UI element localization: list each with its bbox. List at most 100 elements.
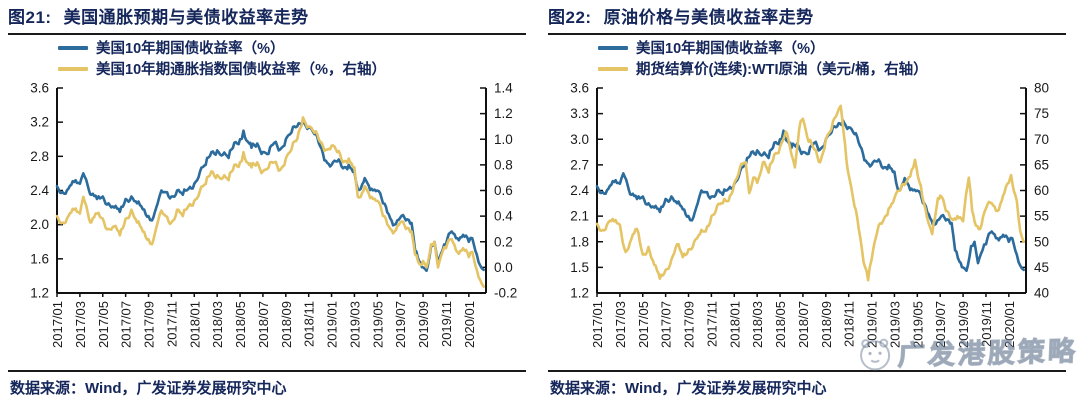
y-axis-left-tick-label: 2.4 (30, 183, 49, 198)
x-axis-tick-label: 2018/01 (187, 301, 202, 348)
y-axis-right-tick-label: 55 (1034, 209, 1049, 224)
x-axis-tick-label: 2017/11 (704, 301, 719, 347)
x-axis-tick-label: 2017/09 (682, 301, 697, 348)
series-line-tips10y (55, 116, 486, 288)
figure-21-title: 图21: 美国通胀预期与美债收益率走势 (8, 3, 526, 35)
x-axis-tick-label: 2019/03 (347, 301, 362, 348)
y-axis-right-tick-label: 65 (1034, 157, 1049, 172)
y-axis-right-tick-label: 0.4 (494, 209, 513, 224)
y-axis-left-tick-label: 2.0 (30, 217, 49, 232)
x-axis-tick-label: 2017/01 (590, 301, 605, 348)
legend-item: 美国10年期通胀指数国债收益率（%，右轴） (58, 58, 386, 79)
y-axis-right-tick-label: -0.2 (494, 286, 517, 301)
y-axis-left-tick-label: 1.8 (570, 234, 589, 249)
legend-item: 期货结算价(连续):WTI原油（美元/桶，右轴） (598, 58, 928, 79)
x-axis-tick-label: 2018/03 (750, 301, 765, 348)
x-axis-tick-label: 2019/07 (933, 301, 948, 348)
y-axis-right-tick-label: 70 (1034, 132, 1049, 147)
legend-label: 期货结算价(连续):WTI原油（美元/桶，右轴） (636, 62, 928, 78)
x-axis-tick-label: 2017/05 (636, 301, 651, 348)
y-axis-right-tick-label: 1.4 (494, 81, 513, 96)
figure-title-text: 原油价格与美债收益率走势 (603, 8, 814, 27)
x-axis-tick-label: 2019/07 (393, 301, 408, 348)
x-axis-tick-label: 2017/07 (119, 301, 134, 348)
y-axis-left-tick-label: 3.3 (570, 106, 589, 121)
data-source-note: 数据来源：Wind，广发证券发展研究中心 (10, 380, 287, 397)
x-axis-tick-label: 2017/11 (164, 301, 179, 347)
figure-label: 图22: (548, 8, 592, 27)
y-axis-right-tick-label: 80 (1034, 81, 1049, 96)
y-axis-right-tick-label: 1.2 (494, 106, 513, 121)
x-axis-tick-label: 2019/09 (416, 301, 431, 348)
x-axis-tick-label: 2019/01 (325, 301, 340, 348)
legend-label: 美国10年期通胀指数国债收益率（%，右轴） (96, 62, 387, 78)
figure-21-panel: 图21: 美国通胀预期与美债收益率走势 美国10年期国债收益率（%） 美国10年期… (8, 3, 526, 397)
x-axis-tick-label: 2018/01 (727, 301, 742, 348)
series-line-us10y (595, 119, 1026, 273)
data-source-note: 数据来源：Wind，广发证券发展研究中心 (550, 380, 827, 397)
series-line-wti (595, 104, 1026, 282)
y-axis-left-tick-label: 3.2 (30, 115, 49, 130)
x-axis-tick-label: 2018/09 (279, 301, 294, 348)
y-axis-right-tick-label: 75 (1034, 106, 1049, 121)
series-line-us10y (55, 119, 486, 273)
panel-divider-rule (548, 370, 1066, 372)
x-axis-tick-label: 2019/05 (910, 301, 925, 348)
x-axis-tick-label: 2018/03 (210, 301, 225, 348)
legend-line-swatch (598, 66, 628, 71)
legend-label: 美国10年期国债收益率（%） (636, 41, 825, 57)
y-axis-right-tick-label: 0.8 (494, 157, 513, 172)
x-axis-tick-label: 2017/01 (50, 301, 65, 348)
y-axis-left-tick-label: 3.6 (570, 81, 589, 96)
x-axis-tick-label: 2018/11 (842, 301, 857, 347)
y-axis-right-tick-label: 45 (1034, 260, 1049, 275)
figure-21-legend: 美国10年期国债收益率（%） 美国10年期通胀指数国债收益率（%，右轴） (58, 37, 386, 79)
legend-line-swatch (58, 66, 88, 71)
x-axis-tick-label: 2018/09 (819, 301, 834, 348)
x-axis-tick-label: 2017/05 (96, 301, 111, 348)
figure-22-panel: 图22: 原油价格与美债收益率走势 美国10年期国债收益率（%） 期货结算价(连续… (540, 0, 1080, 405)
y-axis-left-tick-label: 2.8 (30, 149, 49, 164)
y-axis-right-tick-label: 0.0 (494, 260, 513, 275)
y-axis-right-tick-label: 1.0 (494, 132, 513, 147)
x-axis-tick-label: 2019/11 (979, 301, 994, 347)
x-axis-tick-label: 2018/11 (302, 301, 317, 347)
x-axis-tick-label: 2019/09 (956, 301, 971, 348)
x-axis-tick-label: 2017/03 (73, 301, 88, 348)
y-axis-right-tick-label: 50 (1034, 234, 1049, 249)
x-axis-tick-label: 2019/05 (370, 301, 385, 348)
figure-22-plot: 1.2 1.5 1.8 2.1 2.4 2.7 3.0 3.3 3.6 40 45 50 55 60 65 7… (570, 81, 1049, 349)
x-axis-tick-label: 2018/07 (796, 301, 811, 348)
x-axis-tick-label: 2018/07 (256, 301, 271, 348)
x-axis-tick-label: 2017/07 (659, 301, 674, 348)
legend-label: 美国10年期国债收益率（%） (96, 41, 285, 57)
x-axis-tick-label: 2017/09 (142, 301, 157, 348)
y-axis-left-tick-label: 1.5 (570, 260, 589, 275)
x-axis-tick-label: 2019/01 (865, 301, 880, 348)
legend-line-swatch (598, 45, 628, 50)
y-axis-left-tick-label: 3.0 (570, 132, 589, 147)
y-axis-right-tick-label: 60 (1034, 183, 1049, 198)
figure-22-legend: 美国10年期国债收益率（%） 期货结算价(连续):WTI原油（美元/桶，右轴） (598, 37, 928, 79)
x-axis-tick-label: 2019/11 (439, 301, 454, 347)
y-axis-left-tick-label: 2.1 (570, 209, 589, 224)
y-axis-right-tick-label: 40 (1034, 286, 1049, 301)
figure-22-title: 图22: 原油价格与美债收益率走势 (548, 3, 1066, 35)
x-axis-tick-label: 2020/01 (1002, 301, 1017, 348)
y-axis-left-tick-label: 1.6 (30, 251, 49, 266)
y-axis-left-tick-label: 2.4 (570, 183, 589, 198)
figure-title-text: 美国通胀预期与美债收益率走势 (63, 8, 309, 27)
legend-item: 美国10年期国债收益率（%） (58, 37, 386, 58)
legend-line-swatch (58, 45, 88, 50)
x-axis-tick-label: 2020/01 (462, 301, 477, 348)
x-axis-tick-label: 2017/03 (613, 301, 628, 348)
y-axis-left-tick-label: 1.2 (30, 286, 49, 301)
y-axis-right-tick-label: 0.6 (494, 183, 513, 198)
x-axis-tick-label: 2018/05 (773, 301, 788, 348)
x-axis-tick-label: 2018/05 (233, 301, 248, 348)
figure-21-plot: 1.2 1.6 2.0 2.4 2.8 3.2 3.6 -0.2 0.0 0.2 0.4 0.6 0.8… (30, 81, 517, 349)
legend-item: 美国10年期国债收益率（%） (598, 37, 928, 58)
x-axis-tick-label: 2019/03 (887, 301, 902, 348)
figure-label: 图21: (8, 8, 52, 27)
